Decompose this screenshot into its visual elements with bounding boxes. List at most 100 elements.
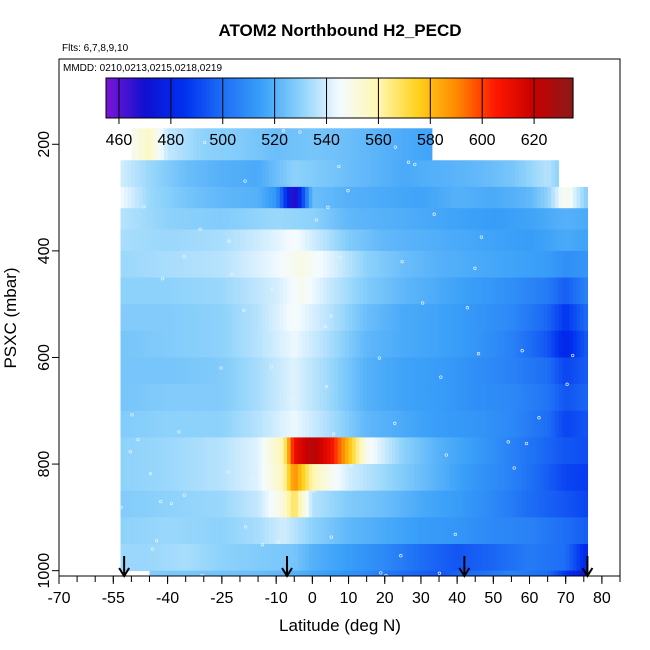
heatmap-cell xyxy=(239,304,245,332)
heatmap-cell xyxy=(203,128,208,161)
sample-point xyxy=(243,525,248,529)
heatmap-cell xyxy=(478,410,484,438)
heatmap-cell xyxy=(500,330,505,358)
heatmap-cell xyxy=(562,437,567,465)
sample-point xyxy=(324,384,329,389)
heatmap-cell xyxy=(189,229,194,252)
heatmap-cell xyxy=(312,186,317,209)
heatmap-cell xyxy=(453,160,458,188)
sample-point xyxy=(444,453,448,457)
heatmap-cell xyxy=(135,186,140,209)
heatmap-cell xyxy=(341,277,346,305)
colorbar-segment xyxy=(259,78,263,118)
heatmap-cell xyxy=(211,229,216,252)
heatmap-cell xyxy=(305,384,310,412)
heatmap-cell xyxy=(276,410,281,438)
heatmap-cell xyxy=(323,277,328,305)
colorbar-segment xyxy=(116,78,120,118)
heatmap-cell xyxy=(489,357,494,385)
heatmap-cell xyxy=(341,208,346,230)
heatmap-cell xyxy=(449,229,455,252)
heatmap-cell xyxy=(319,186,324,209)
heatmap-cell xyxy=(225,128,230,161)
heatmap-cell xyxy=(543,464,549,492)
heatmap-cell xyxy=(366,437,371,465)
heatmap-cell xyxy=(258,437,263,465)
heatmap-cell xyxy=(200,544,205,572)
heatmap-cell xyxy=(515,330,520,358)
heatmap-cell xyxy=(355,160,361,188)
heatmap-cell xyxy=(131,384,136,412)
sample-point xyxy=(142,205,146,209)
heatmap-cell xyxy=(406,277,411,305)
colorbar-segment xyxy=(227,78,232,118)
heatmap-cell xyxy=(551,517,556,545)
heatmap-cell xyxy=(551,384,556,412)
heatmap-cell xyxy=(323,330,328,358)
heatmap-cell xyxy=(305,229,310,252)
heatmap-cell xyxy=(402,186,408,209)
colorbar-segment xyxy=(352,78,356,118)
heatmap-cell xyxy=(478,544,484,572)
colorbar-segment xyxy=(523,78,527,118)
heatmap-cell xyxy=(258,304,263,332)
heatmap-cell xyxy=(453,330,458,358)
heatmap-cell xyxy=(348,570,353,577)
heatmap-cell xyxy=(229,517,234,545)
heatmap-cell xyxy=(439,490,444,518)
heatmap-cell xyxy=(410,250,415,278)
heatmap-cell xyxy=(312,330,317,358)
heatmap-cell xyxy=(142,410,147,438)
heatmap-cell xyxy=(250,208,256,230)
heatmap-cell xyxy=(200,250,205,278)
heatmap-cell xyxy=(305,357,310,385)
colorbar-segment xyxy=(531,78,535,118)
colorbar-segment xyxy=(502,78,507,118)
heatmap-cell xyxy=(457,304,462,332)
heatmap-cell xyxy=(203,464,208,492)
heatmap-cell xyxy=(185,160,190,188)
heatmap-cell xyxy=(305,437,310,465)
heatmap-cell xyxy=(399,304,404,332)
heatmap-cell xyxy=(522,490,527,518)
heatmap-cell xyxy=(326,410,332,438)
colorbar-segment xyxy=(274,78,278,118)
heatmap-cell xyxy=(138,186,143,209)
colorbar-segment xyxy=(515,78,520,118)
heatmap-cell xyxy=(410,410,415,438)
heatmap-cell xyxy=(359,357,364,385)
heatmap-cell xyxy=(243,384,248,412)
heatmap-cell xyxy=(297,544,303,572)
heatmap-cell xyxy=(211,160,216,188)
heatmap-cell xyxy=(442,464,447,492)
colorbar-segment xyxy=(443,78,447,118)
heatmap-cell xyxy=(211,384,216,412)
heatmap-cell xyxy=(138,357,143,385)
heatmap-cell xyxy=(207,464,212,492)
colorbar-segment xyxy=(370,78,374,118)
heatmap-cell xyxy=(373,250,379,278)
heatmap-cell xyxy=(511,517,516,545)
colorbar-segment xyxy=(552,78,556,118)
heatmap-cell xyxy=(182,544,187,572)
heatmap-cell xyxy=(399,330,404,358)
heatmap-cell xyxy=(388,186,393,209)
colorbar-segment xyxy=(557,78,561,118)
heatmap-cell xyxy=(449,384,455,412)
sample-point xyxy=(136,437,140,442)
colorbar-segment xyxy=(142,78,146,118)
heatmap-cell xyxy=(178,330,183,358)
sample-point xyxy=(219,366,223,370)
sample-point xyxy=(453,532,457,537)
heatmap-cell xyxy=(576,490,581,518)
heatmap-cell xyxy=(127,517,132,545)
sample-point xyxy=(524,441,529,446)
heatmap-cell xyxy=(232,250,237,278)
heatmap-cell xyxy=(229,490,234,518)
heatmap-cell xyxy=(272,229,277,252)
heatmap-cell xyxy=(297,186,303,209)
heatmap-cell xyxy=(301,490,306,518)
heatmap-cell xyxy=(551,570,556,577)
heatmap-cell xyxy=(218,128,223,161)
heatmap-cell xyxy=(457,229,462,252)
